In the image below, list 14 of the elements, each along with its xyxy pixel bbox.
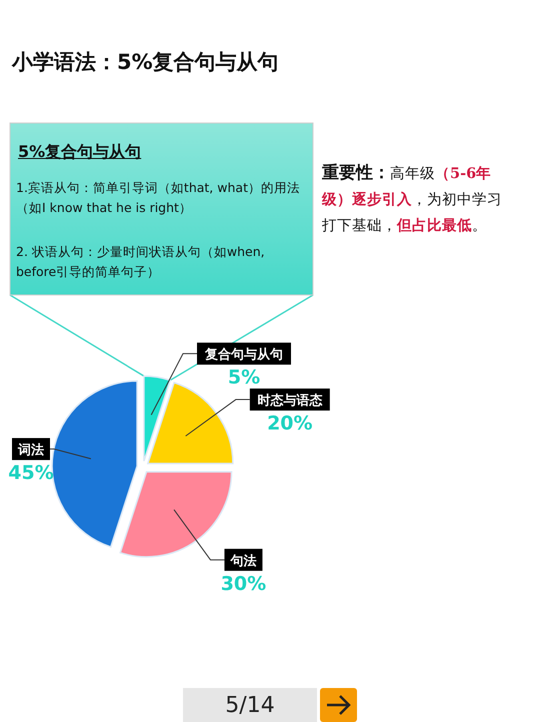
annotation-importance: 重要性：高年级（5-6年级）逐步引入，为初中学习打下基础，但占比最低。	[322, 162, 503, 236]
slice-label: 句法	[229, 554, 256, 569]
data-label: 20%	[267, 412, 313, 435]
data-label: 30%	[220, 572, 266, 595]
annotation-page: 5/14	[183, 688, 317, 722]
annotation: 5%复合句与从句	[18, 142, 142, 163]
annotation: 2. 状语从句：少量时间状语从句（如when, before引导的简单句子）	[16, 243, 266, 281]
slice-label: 词法	[17, 443, 44, 458]
slice-label: 复合句与从句	[204, 346, 283, 363]
data-label: 45%	[8, 462, 54, 484]
slice-label: 时态与语态	[257, 392, 324, 409]
title: 小学语法：5%复合句与从句	[12, 49, 279, 76]
data-label: 5%	[228, 366, 260, 389]
annotation: 1.宾语从句：简单引导词（如that, what）的用法（如I know that he is right）	[16, 179, 301, 217]
